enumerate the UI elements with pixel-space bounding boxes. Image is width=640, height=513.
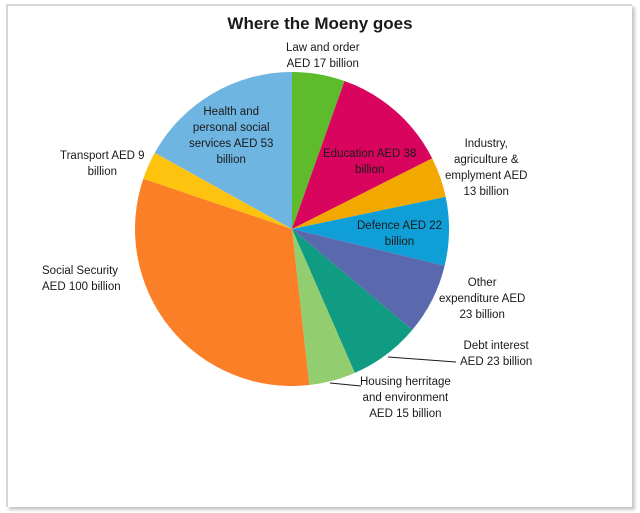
pie-slice-housing-herritage-and-environment — [292, 229, 355, 386]
label-law-and-order: Law and order AED 17 billion — [286, 42, 360, 70]
debt-leader-line — [387, 356, 457, 363]
label-health: Health and personal social services AED … — [189, 106, 274, 166]
pie-slice-transport — [143, 152, 292, 229]
label-other-expenditure: Other expenditure AED 23 billion — [439, 277, 526, 321]
pie-slice-defence — [292, 196, 450, 266]
pie-slice-education — [292, 81, 433, 229]
label-social-security: Social Security AED 100 billion — [42, 265, 121, 293]
chart-title: Where the Moeny goes — [227, 14, 413, 33]
label-transport: Transport AED 9 billion — [60, 150, 145, 178]
label-education: Education AED 38 billion — [323, 148, 417, 176]
label-debt-interest: Debt interest AED 23 billion — [460, 340, 533, 368]
pie-slice-industry-agriculture-emplyment — [292, 158, 446, 229]
pie-slice-law-and-order — [292, 72, 345, 229]
label-defence: Defence AED 22 billion — [357, 220, 443, 248]
housing-leader-line — [329, 382, 362, 387]
label-housing: Housing herritage and environment AED 15… — [360, 376, 451, 420]
pie-slice-social-security — [135, 178, 310, 386]
pie-slices — [135, 72, 450, 386]
pie-slice-health-and-personal-social-services — [154, 72, 292, 229]
pie-slice-debt-interest — [292, 229, 413, 373]
label-industry: Industry, agriculture & emplyment AED 13… — [445, 138, 528, 198]
pie-slice-other-expenditure — [292, 229, 445, 330]
